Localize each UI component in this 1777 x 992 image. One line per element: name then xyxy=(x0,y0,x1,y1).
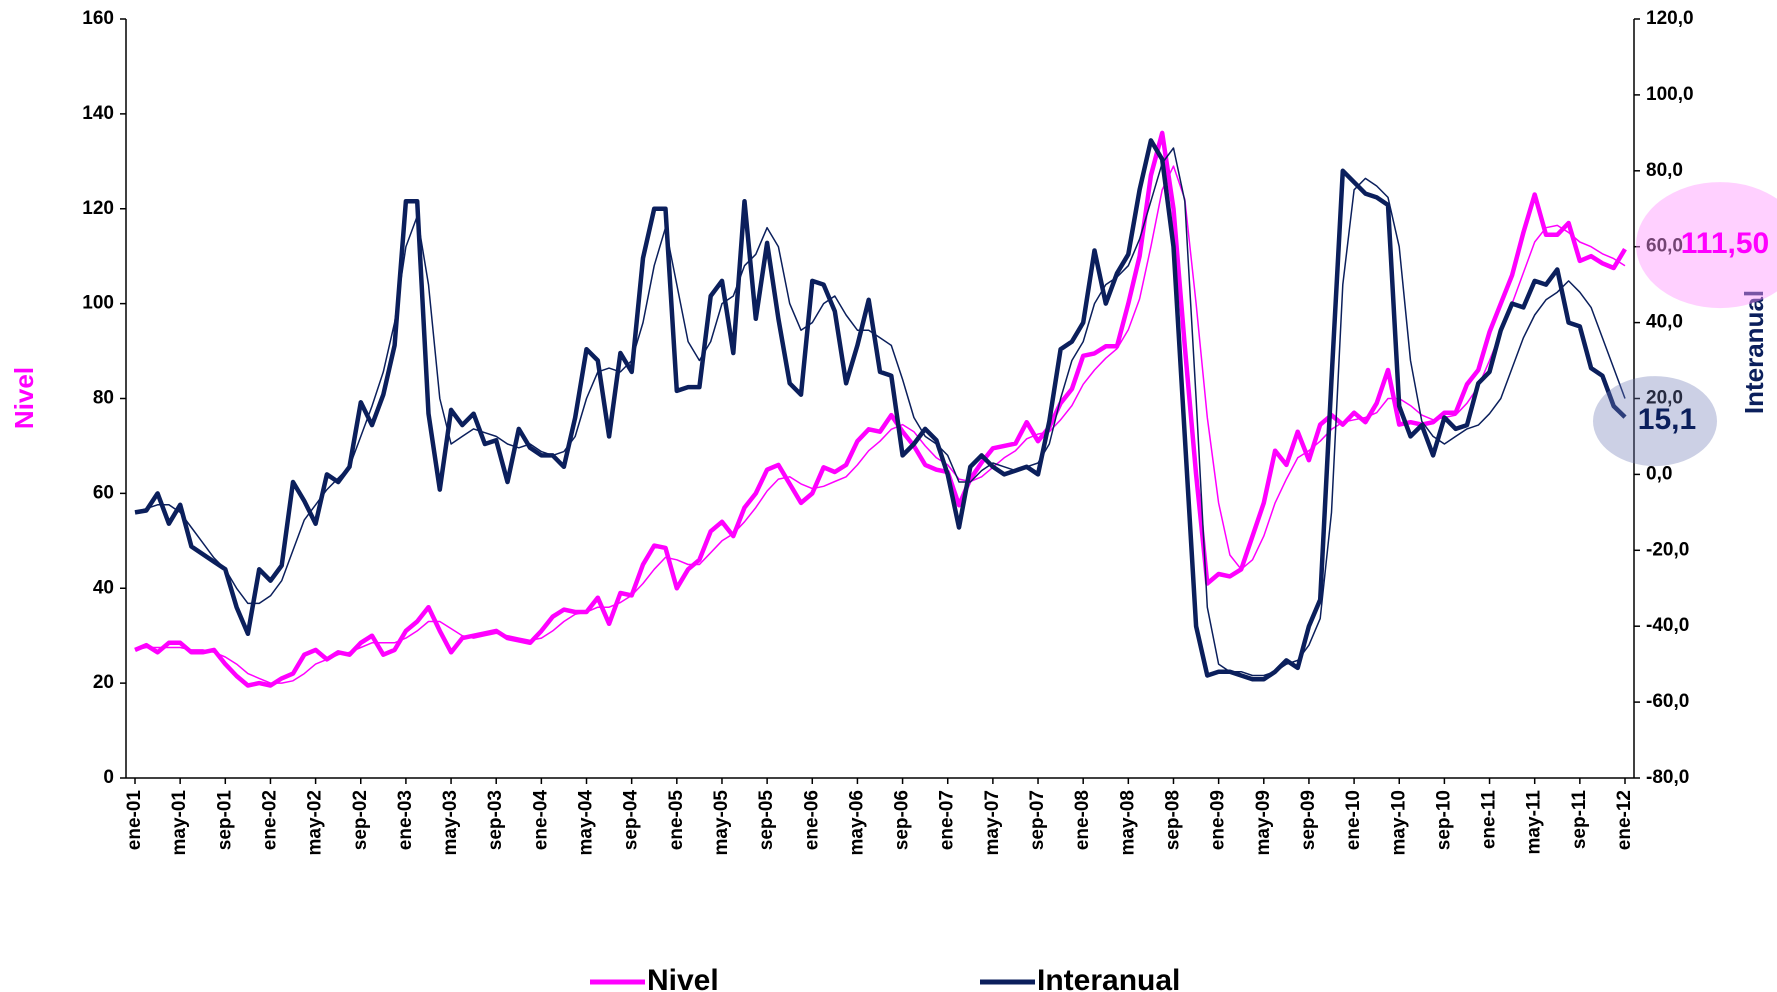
y-tick-label: 100 xyxy=(82,293,114,314)
series-line xyxy=(134,138,1627,682)
legend-label: Nivel xyxy=(647,964,719,992)
x-tick-label: may-11 xyxy=(1524,790,1545,855)
y-tick-label: 0 xyxy=(103,767,114,788)
y-tick-label: 60 xyxy=(93,482,114,503)
x-tick-label: sep-11 xyxy=(1569,790,1590,850)
y2-tick-label: 80,0 xyxy=(1646,160,1683,181)
y2-tick-label: -40,0 xyxy=(1646,615,1689,636)
series-line xyxy=(134,130,1627,688)
annotation: 111,50 xyxy=(1681,227,1769,260)
y-tick-label: 120 xyxy=(82,198,114,219)
x-tick-label: sep-08 xyxy=(1163,790,1184,850)
x-tick-label: sep-01 xyxy=(214,790,235,851)
x-tick-label: sep-07 xyxy=(1027,790,1048,850)
x-tick-label: sep-09 xyxy=(1298,790,1319,850)
annotation: 15,1 xyxy=(1638,403,1696,436)
y2-axis-title: Interanual xyxy=(1739,290,1769,414)
x-tick-label: may-01 xyxy=(169,790,190,856)
legend-label: Interanual xyxy=(1037,964,1180,992)
annotation-bubble xyxy=(1593,376,1717,467)
y-tick-label: 160 xyxy=(82,8,114,29)
x-tick-label: may-05 xyxy=(711,790,732,856)
series-line xyxy=(134,147,1626,677)
x-tick-label: ene-09 xyxy=(1208,790,1229,850)
x-tick-label: sep-02 xyxy=(350,790,371,850)
y2-tick-label: -20,0 xyxy=(1646,539,1689,560)
y2-tick-label: 40,0 xyxy=(1646,312,1683,333)
y2-tick-label: 20,0 xyxy=(1646,388,1683,409)
x-tick-label: sep-03 xyxy=(485,790,506,850)
annotation-bubble xyxy=(1636,182,1777,309)
x-tick-label: sep-05 xyxy=(756,790,777,851)
y-tick-label: 20 xyxy=(93,672,114,693)
x-tick-label: ene-08 xyxy=(1072,790,1093,850)
x-tick-label: may-04 xyxy=(576,790,597,856)
x-tick-label: may-02 xyxy=(305,790,326,856)
x-tick-label: ene-05 xyxy=(666,790,687,851)
x-tick-label: ene-07 xyxy=(937,790,958,850)
y2-tick-label: 60,0 xyxy=(1646,236,1683,257)
x-tick-label: may-07 xyxy=(982,790,1003,856)
y2-tick-label: -80,0 xyxy=(1646,767,1689,788)
x-tick-label: sep-10 xyxy=(1433,790,1454,850)
x-tick-label: ene-03 xyxy=(395,790,416,850)
x-tick-label: sep-06 xyxy=(892,790,913,850)
x-tick-label: sep-04 xyxy=(621,790,642,851)
x-tick-label: ene-12 xyxy=(1614,790,1635,850)
x-tick-label: may-03 xyxy=(440,790,461,856)
x-tick-label: may-08 xyxy=(1117,790,1138,856)
y2-tick-label: 100,0 xyxy=(1646,84,1694,105)
y-axis-title: Nivel xyxy=(9,367,39,429)
x-tick-label: ene-10 xyxy=(1343,790,1364,850)
x-tick-label: ene-11 xyxy=(1479,790,1500,850)
x-tick-label: ene-01 xyxy=(124,790,145,851)
x-tick-label: may-10 xyxy=(1388,790,1409,856)
y2-tick-label: -60,0 xyxy=(1646,691,1689,712)
x-tick-label: ene-02 xyxy=(259,790,280,850)
y2-tick-label: 120,0 xyxy=(1646,8,1694,29)
y-tick-label: 40 xyxy=(93,577,114,598)
x-tick-label: may-06 xyxy=(846,790,867,856)
y-tick-label: 80 xyxy=(93,388,114,409)
x-tick-label: ene-06 xyxy=(801,790,822,850)
x-tick-label: ene-04 xyxy=(530,790,551,851)
series-line xyxy=(134,165,1626,684)
y-tick-label: 140 xyxy=(82,103,114,124)
y2-tick-label: 0,0 xyxy=(1646,463,1672,484)
x-tick-label: may-09 xyxy=(1253,790,1274,856)
